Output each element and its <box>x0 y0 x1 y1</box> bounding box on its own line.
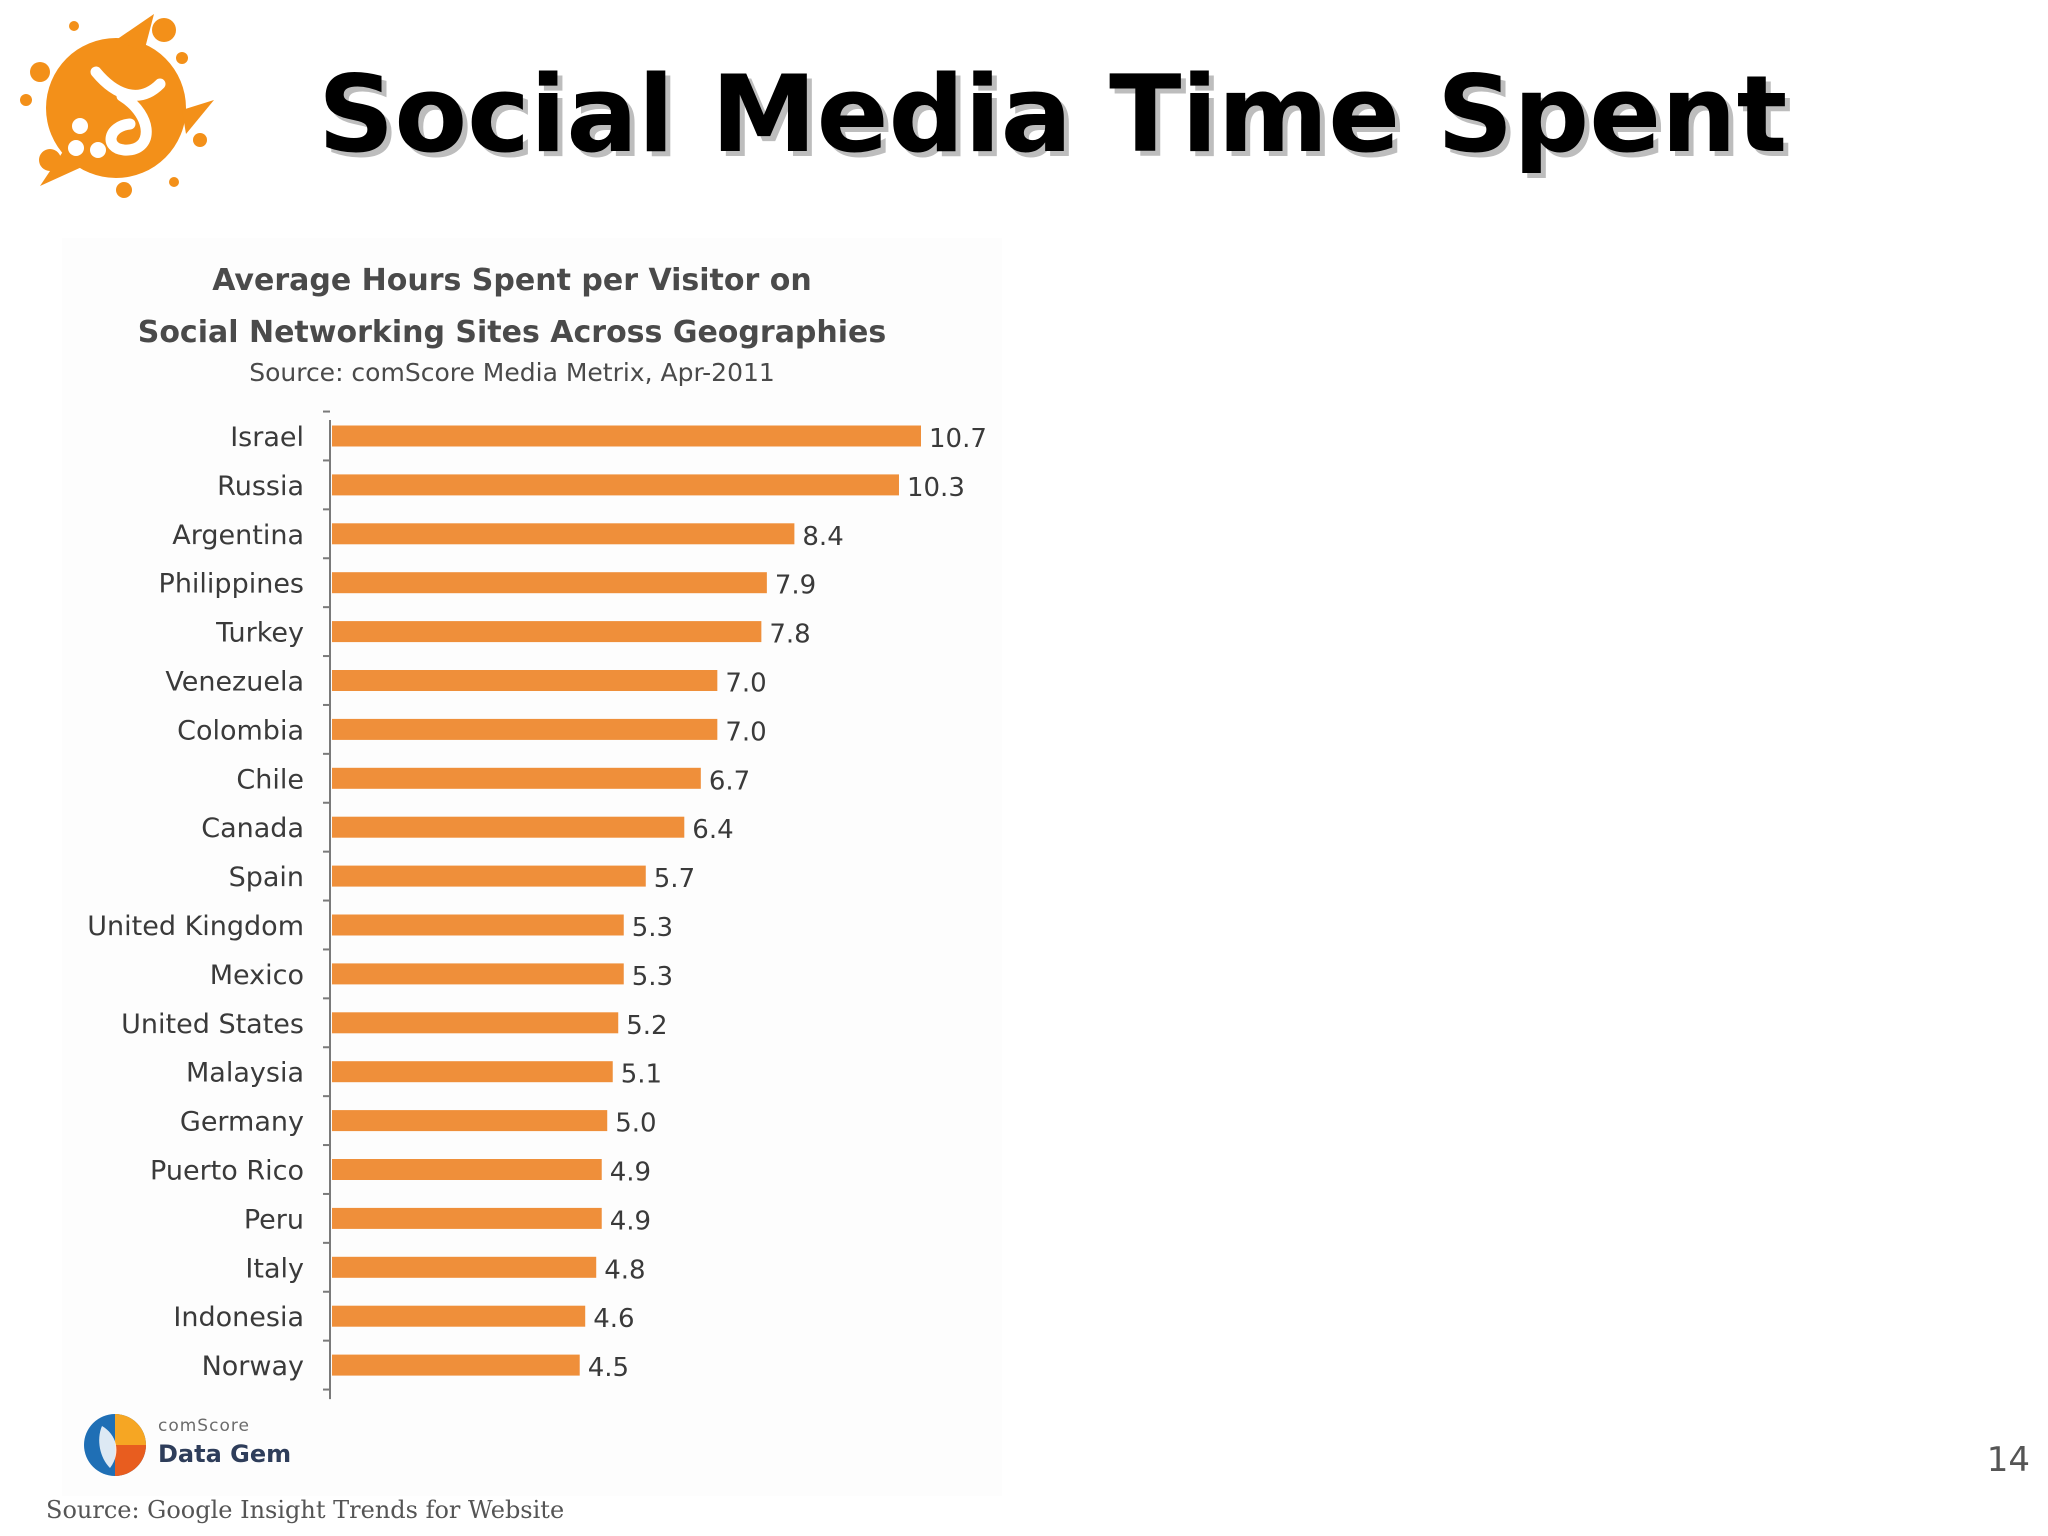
category-label: Malaysia <box>186 1058 304 1089</box>
category-label: Israel <box>230 422 304 453</box>
value-label: 6.7 <box>709 766 750 796</box>
data-gem-product: Data Gem <box>158 1440 292 1468</box>
chart-title-line-1: Average Hours Spent per Visitor on <box>212 263 811 298</box>
value-label: 4.8 <box>604 1255 645 1285</box>
category-label: Germany <box>180 1107 304 1138</box>
category-label: Argentina <box>172 520 304 551</box>
data-gem-badge: comScore Data Gem <box>82 1408 302 1480</box>
chart-title-line-2: Social Networking Sites Across Geographi… <box>138 315 887 350</box>
category-label: Russia <box>217 471 304 502</box>
category-label: Canada <box>201 813 304 844</box>
bar <box>332 1012 619 1034</box>
slide-title: Social Media Time Spent <box>318 53 1788 176</box>
value-label: 7.0 <box>725 717 766 747</box>
value-label: 5.3 <box>632 913 673 943</box>
bar <box>332 963 624 985</box>
bar <box>332 865 646 887</box>
bar <box>332 670 718 691</box>
value-label: 5.2 <box>626 1011 667 1041</box>
category-label: Mexico <box>210 960 304 991</box>
category-label: Colombia <box>177 715 304 746</box>
bar <box>332 523 795 545</box>
category-label: Peru <box>244 1204 304 1235</box>
bar <box>332 1110 608 1132</box>
category-label: Italy <box>245 1253 304 1284</box>
value-label: 10.7 <box>929 424 987 454</box>
orange-splash-logo-icon <box>20 14 214 198</box>
category-label: United Kingdom <box>87 911 304 942</box>
bar <box>332 1354 580 1376</box>
value-label: 5.1 <box>621 1060 662 1090</box>
bar <box>332 1159 602 1180</box>
slide-footnote: Source: Google Insight Trends for Websit… <box>46 1496 565 1524</box>
value-label: 4.6 <box>593 1304 634 1334</box>
chart-marks: Israel 10.7 Russia 10.3 Argentina 8.4 Philippi… <box>87 410 987 1400</box>
category-label: Indonesia <box>173 1302 304 1333</box>
value-label: 5.3 <box>632 962 673 992</box>
bar <box>332 474 899 496</box>
bar <box>332 914 624 936</box>
value-label: 5.0 <box>615 1109 656 1139</box>
value-label: 8.4 <box>802 522 843 552</box>
value-label: 4.9 <box>610 1206 651 1236</box>
bar <box>332 1305 586 1327</box>
data-gem-brand: comScore <box>158 1416 250 1436</box>
value-label: 4.9 <box>610 1158 651 1188</box>
value-label: 4.5 <box>588 1353 629 1383</box>
bar <box>332 816 685 838</box>
category-label: Spain <box>229 862 304 893</box>
bar <box>332 572 767 594</box>
bar <box>332 1207 602 1229</box>
category-label: United States <box>121 1009 304 1040</box>
value-label: 7.8 <box>769 620 810 650</box>
category-label: Venezuela <box>165 667 304 698</box>
data-gem-icon <box>84 1414 146 1476</box>
category-label: Turkey <box>215 618 304 649</box>
value-label: 5.7 <box>654 864 695 894</box>
bar <box>332 1061 613 1083</box>
category-label: Chile <box>236 764 304 795</box>
value-label: 6.4 <box>692 815 733 845</box>
bar-chart: Average Hours Spent per Visitor on Socia… <box>62 238 1002 1496</box>
value-label: 10.3 <box>907 473 965 503</box>
value-label: 7.0 <box>725 669 766 699</box>
brand-logo <box>4 0 224 210</box>
category-label: Norway <box>202 1351 304 1382</box>
bar <box>332 425 921 447</box>
chart-canvas: Average Hours Spent per Visitor on Socia… <box>87 263 987 1400</box>
bar <box>332 718 718 740</box>
category-label: Puerto Rico <box>150 1156 304 1187</box>
chart-subtitle: Source: comScore Media Metrix, Apr-2011 <box>249 358 775 387</box>
value-label: 7.9 <box>775 571 816 601</box>
bar <box>332 767 701 789</box>
category-label: Philippines <box>159 569 304 600</box>
page-number: 14 <box>1986 1440 2030 1480</box>
bar <box>332 1256 597 1278</box>
bar <box>332 621 762 643</box>
